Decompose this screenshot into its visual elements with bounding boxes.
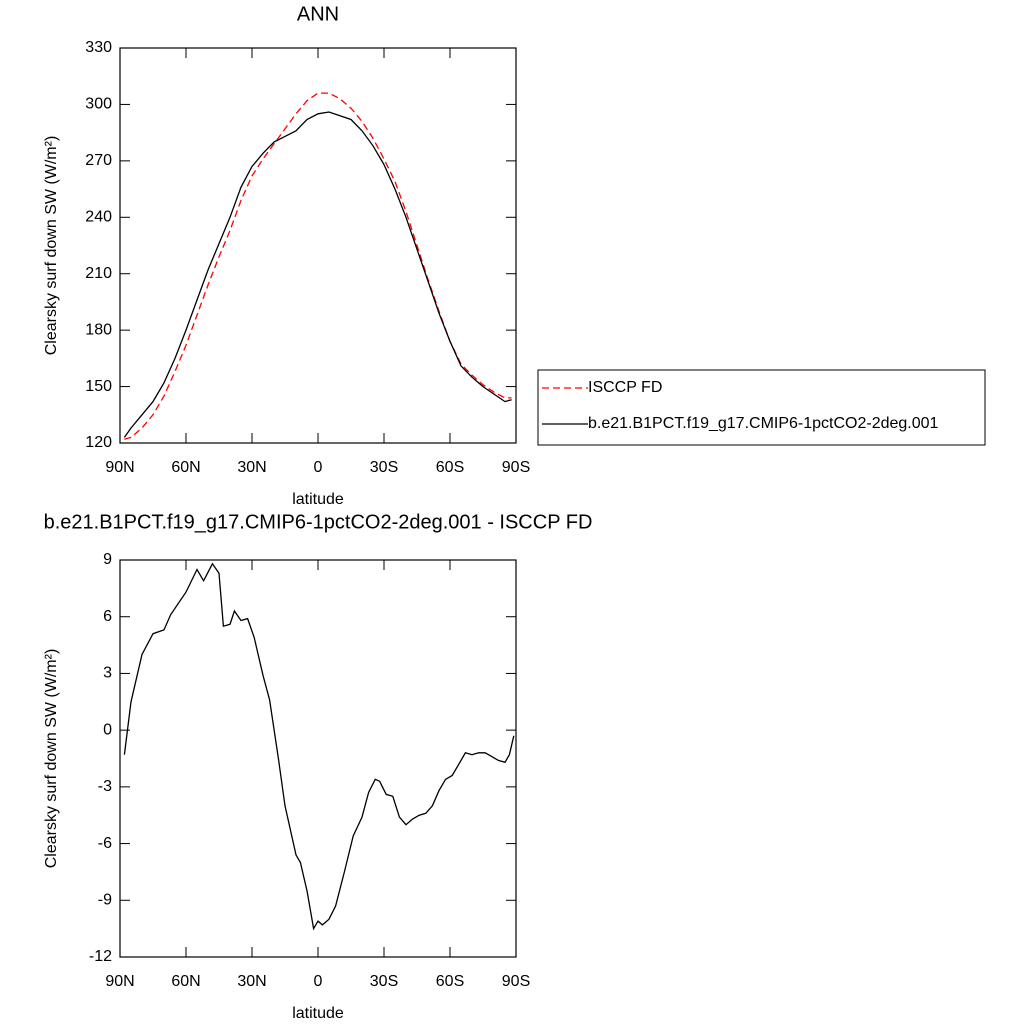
y-tick-label: 120 [85,434,112,451]
legend-label: b.e21.B1PCT.f19_g17.CMIP6-1pctCO2-2deg.0… [588,415,939,432]
x-tick-label: 30N [237,973,266,990]
x-tick-label: 60N [171,459,200,476]
y-tick-label: -12 [89,948,112,965]
plot-frame [119,559,517,958]
y-tick-label: 330 [85,39,112,56]
y-tick-label: 270 [85,152,112,169]
x-tick-label: 30S [370,459,398,476]
y-tick-label: 150 [85,378,112,395]
y-tick-label: 9 [103,551,112,568]
y-tick-label: 0 [103,721,112,738]
y-tick-label: -9 [98,892,112,909]
legend-box [537,369,986,446]
x-tick-label: 30S [370,973,398,990]
y-axis-label: Clearsky surf down SW (W/m²) [43,649,60,869]
y-tick-label: -3 [98,778,112,795]
y-tick-label: 6 [103,608,112,625]
x-tick-label: 90S [502,459,530,476]
x-tick-label: 60S [436,973,464,990]
y-tick-label: 3 [103,665,112,682]
x-tick-label: 90N [105,973,134,990]
y-tick-label: 300 [85,96,112,113]
x-tick-label: 30N [237,459,266,476]
chart-title: ANN [297,3,339,25]
y-tick-label: 180 [85,321,112,338]
x-tick-label: 90N [105,459,134,476]
y-tick-label: -6 [98,835,112,852]
y-axis-label: Clearsky surf down SW (W/m²) [43,136,60,356]
data-line [123,111,512,438]
x-tick-label: 0 [314,973,323,990]
x-tick-label: 0 [314,459,323,476]
y-tick-label: 210 [85,265,112,282]
x-axis-label: latitude [292,1005,344,1022]
plot-frame [119,47,517,444]
x-tick-label: 90S [502,973,530,990]
y-tick-label: 240 [85,209,112,226]
x-tick-label: 60S [436,459,464,476]
chart-title: b.e21.B1PCT.f19_g17.CMIP6-1pctCO2-2deg.0… [44,511,593,533]
legend-label: ISCCP FD [588,379,662,396]
x-axis-label: latitude [292,491,344,508]
x-tick-label: 60N [171,973,200,990]
data-line [123,562,515,931]
data-line [124,92,512,440]
